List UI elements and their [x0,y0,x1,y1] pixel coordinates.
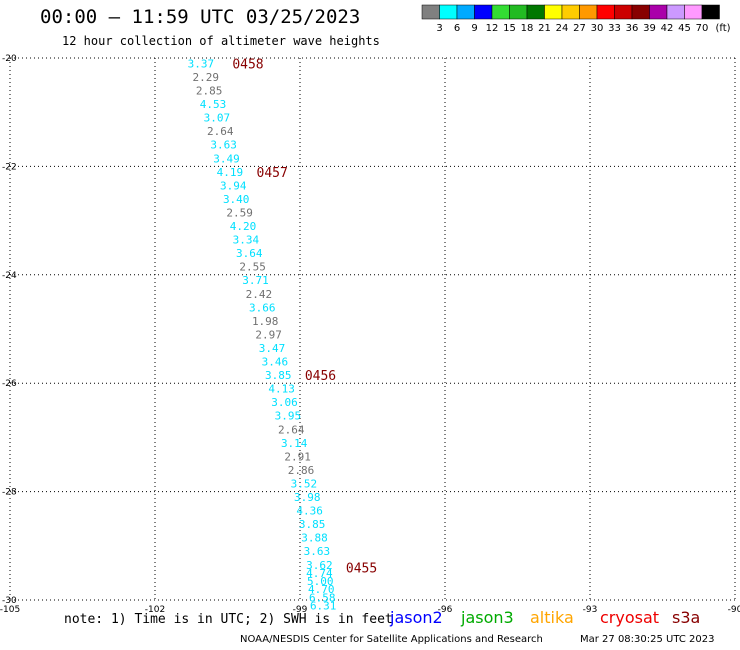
x-tick-label: -93 [583,605,598,615]
wave-height-point: 3.95 [275,410,302,423]
wave-height-point: 3.63 [210,139,237,152]
mission-jason3-label: jason3 [461,608,514,627]
y-tick-label: -20 [2,54,17,64]
pass-time-label: 0458 [232,57,263,72]
legend-level-label: 39 [643,23,656,34]
legend-level-label: 70 [696,23,709,34]
legend-level-label: 18 [521,23,534,34]
legend-level-label: 30 [591,23,604,34]
credit-line: NOAA/NESDIS Center for Satellite Applica… [240,634,543,645]
y-tick-label: -24 [2,271,17,281]
wave-height-point: 3.46 [262,356,289,369]
legend-level-label: 15 [503,23,516,34]
wave-height-point: 3.66 [249,301,276,314]
wave-height-point: 2.64 [207,125,234,138]
wave-height-color-legend: 3 6 9 12 15 18 21 24 27 30 33 36 39 42 45 70 (ft) [421,4,731,34]
x-tick-label: -102 [145,605,165,615]
mission-s3a-label: s3a [672,608,701,627]
wave-height-point: 2.86 [288,464,315,477]
x-tick-label: -99 [293,605,308,615]
wave-height-point: 2.29 [193,71,220,84]
wave-height-point: 5.00 [307,575,334,588]
wave-height-point: 4.13 [268,383,295,396]
chart-subtitle: 12 hour collection of altimeter wave hei… [62,34,380,48]
legend-unit-label: (ft) [716,23,731,34]
wave-height-point: 4.36 [296,505,323,518]
wave-height-point: 3.64 [236,247,263,260]
y-tick-label: -28 [2,488,17,498]
wave-height-point: 3.85 [299,518,326,531]
pass-time-label: 0456 [305,369,336,384]
y-tick-label: -22 [2,162,17,172]
wave-height-point: 3.94 [220,179,247,192]
wave-height-point: 4.53 [200,98,227,111]
mission-altika-label: altika [530,608,574,627]
wave-height-point: 2.97 [255,328,282,341]
wave-height-point: 2.59 [226,206,253,219]
legend-level-label: 27 [573,23,586,34]
wave-height-point: 4.74 [306,567,333,580]
wave-height-point: 3.71 [242,274,269,287]
legend-level-label: 42 [661,23,674,34]
wave-height-point: 6.31 [310,599,337,612]
wave-height-point: 3.85 [265,369,292,382]
wave-height-point: 2.42 [246,288,273,301]
wave-height-point: 3.62 [306,559,333,572]
wave-height-point: 3.40 [223,193,250,206]
y-tick-label: -26 [2,379,17,389]
mission-cryosat-label: cryosat [600,608,660,627]
y-tick-label: -30 [2,596,17,606]
pass-time-label: 0455 [346,561,377,576]
wave-height-point: 3.98 [294,491,321,504]
wave-height-point: 3.37 [188,57,215,70]
legend-level-label: 36 [626,23,639,34]
legend-level-label: 9 [471,23,477,34]
wave-height-point: 2.64 [278,423,305,436]
wave-height-point: 3.07 [204,112,231,125]
legend-swatch [701,4,720,20]
wave-height-point: 2.91 [284,450,311,463]
footnote: note: 1) Time is in UTC; 2) SWH is in fe… [64,612,393,627]
wave-height-point: 4.70 [308,583,335,596]
legend-level-label: 21 [538,23,551,34]
wave-height-point: 6.58 [309,591,336,604]
legend-level-label: 3 [436,23,442,34]
wave-height-point: 3.06 [271,396,298,409]
legend-level-label: 33 [608,23,621,34]
wave-height-point: 3.14 [281,437,308,450]
wave-height-point: 2.55 [239,261,266,274]
legend-level-label: 12 [486,23,499,34]
wave-height-point: 3.49 [213,152,240,165]
generated-timestamp: Mar 27 08:30:25 UTC 2023 [580,634,715,645]
wave-height-point: 3.47 [259,342,286,355]
x-tick-label: -105 [0,605,20,615]
wave-height-point: 1.98 [252,315,279,328]
pass-time-label: 0457 [257,166,288,181]
mission-jason2-label: jason2 [390,608,443,627]
wave-height-point: 4.19 [217,166,244,179]
x-tick-label: -96 [438,605,453,615]
wave-height-point: 3.34 [233,234,260,247]
legend-level-label: 24 [556,23,569,34]
legend-level-label: 6 [454,23,460,34]
x-tick-label: -90 [728,605,740,615]
legend-level-label: 45 [678,23,691,34]
chart-title: 00:00 — 11:59 UTC 03/25/2023 [40,6,361,28]
wave-height-point: 3.88 [301,532,328,545]
wave-height-point: 3.63 [304,545,331,558]
wave-height-point: 4.20 [230,220,257,233]
wave-height-point: 2.85 [196,85,223,98]
wave-height-point: 3.52 [291,477,318,490]
